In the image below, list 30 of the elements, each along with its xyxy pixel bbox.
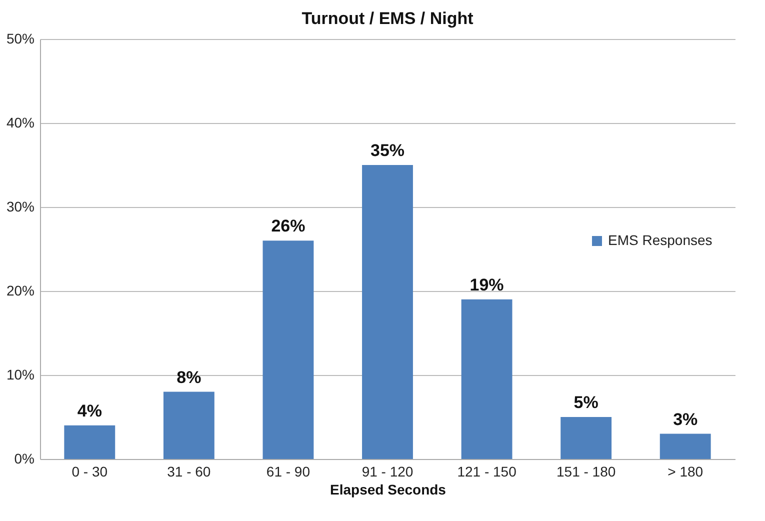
bar: [64, 425, 116, 459]
bar: [461, 299, 512, 459]
x-tick-label: 151 - 180: [556, 464, 616, 480]
x-axis-title: Elapsed Seconds: [330, 482, 446, 498]
x-tick-label: > 180: [668, 464, 704, 480]
legend-label: EMS Responses: [608, 232, 712, 248]
y-tick-label: 50%: [6, 30, 34, 46]
bar: [560, 417, 612, 459]
bar: [362, 165, 413, 459]
x-tick-label: 0 - 30: [72, 464, 108, 480]
data-label: 8%: [176, 368, 202, 387]
x-tick-label: 31 - 60: [167, 464, 211, 480]
y-tick-label: 10%: [6, 366, 34, 382]
y-tick-label: 30%: [6, 198, 34, 214]
y-tick-label: 40%: [6, 114, 34, 130]
data-label: 5%: [574, 393, 598, 412]
y-tick-label: 0%: [14, 450, 34, 466]
bar: [262, 240, 314, 459]
chart-title: Turnout / EMS / Night: [302, 9, 474, 28]
bar: [163, 392, 214, 459]
x-tick-label: 91 - 120: [362, 464, 414, 480]
data-label: 3%: [673, 410, 698, 429]
bar: [660, 434, 711, 459]
data-label: 35%: [370, 141, 405, 160]
y-tick-label: 20%: [6, 282, 34, 298]
data-label: 4%: [77, 401, 102, 420]
x-tick-label: 61 - 90: [266, 464, 310, 480]
x-tick-label: 121 - 150: [457, 464, 517, 480]
data-label: 19%: [470, 275, 504, 294]
data-label: 26%: [271, 216, 306, 236]
